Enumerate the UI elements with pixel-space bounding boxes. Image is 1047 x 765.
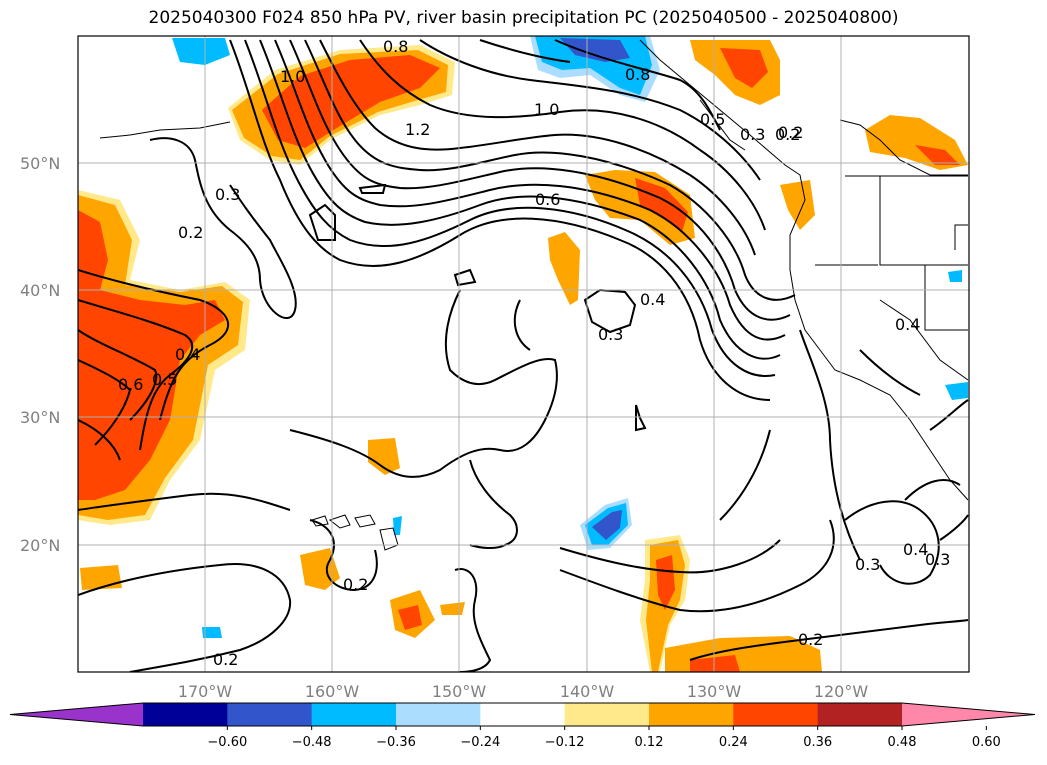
shade-sw-1: [80, 565, 122, 590]
shade-e-red: [915, 145, 960, 165]
shade-blue-top-3: [560, 38, 630, 62]
colorbar-tick-label: 0.60: [972, 735, 1001, 750]
lat-labels: 50°N 40°N 30°N 20°N: [20, 154, 60, 555]
contour-label: 0.8: [625, 65, 650, 84]
colorbar: −0.60 −0.48 −0.36 −0.24 −0.12 0.12 0.24 0.36 0.4…: [9, 702, 1036, 750]
colorbar-tick-label: 0.24: [719, 735, 748, 750]
contour-label: 0.3: [855, 555, 880, 574]
contour-label: 0.4: [175, 345, 200, 364]
colorbar-tick-label: −0.12: [545, 735, 585, 750]
lon-labels: 170°W 160°W 150°W 140°W 130°W 120°W: [178, 682, 869, 701]
lon-label-130w: 130°W: [687, 682, 742, 701]
contour-label: 1.2: [405, 120, 430, 139]
shade-s-red: [656, 555, 675, 610]
contour-label: 0.8: [383, 37, 408, 56]
contour-label: 0.6: [535, 190, 560, 209]
shade-west-red: [78, 210, 225, 500]
lat-label-20n: 20°N: [20, 536, 60, 555]
shade-blue-small: [202, 627, 222, 638]
contour-label: 0.3: [215, 185, 240, 204]
map-content: 1.0 0.8 1.0 1.2 0.8 0.3 0.2 0.6 0.4 0.3 …: [78, 36, 969, 672]
shade-mid-red: [635, 178, 688, 232]
colorbar-segment: [480, 703, 566, 726]
lat-label-50n: 50°N: [20, 154, 60, 173]
contour-label: 0.4: [903, 540, 928, 559]
contour-label: 0.2: [213, 650, 238, 669]
gridlines: [78, 36, 969, 672]
shade-hi-3r: [398, 605, 422, 630]
pv-contours: [78, 39, 969, 672]
contour-label: 1.0: [534, 100, 559, 119]
lon-label-170w: 170°W: [178, 682, 233, 701]
shade-blue-e: [945, 382, 968, 400]
contour-label: 0.6: [118, 375, 143, 394]
contour-labels: 1.0 0.8 1.0 1.2 0.8 0.3 0.2 0.6 0.4 0.3 …: [118, 37, 950, 669]
shade-blue-small2: [393, 516, 402, 535]
contour-label: 0.5: [700, 110, 725, 129]
shade-ne-red: [720, 48, 768, 88]
colorbar-tick-label: 0.36: [803, 735, 832, 750]
contour-label: 0.2: [343, 575, 368, 594]
coastlines: [99, 39, 969, 551]
lon-label-160w: 160°W: [305, 682, 360, 701]
colorbar-tick-label: −0.60: [207, 735, 247, 750]
shade-bottom-red: [690, 655, 740, 672]
precip-shading: [78, 36, 968, 672]
shade-wa: [780, 180, 815, 230]
colorbar-segment: [733, 703, 819, 726]
colorbar-extend-high: [902, 703, 1035, 726]
colorbar-outline: [9, 702, 1036, 727]
shade-hi-1: [368, 438, 400, 475]
contour-label: 0.2: [775, 125, 800, 144]
lon-label-140w: 140°W: [560, 682, 615, 701]
contour-label: 0.2: [798, 630, 823, 649]
contour-label: 0.3: [598, 325, 623, 344]
contour-label: 0.5: [152, 370, 177, 389]
colorbar-segment: [143, 703, 228, 726]
lon-label-150w: 150°W: [432, 682, 487, 701]
contour-label: 0.2: [778, 123, 803, 142]
colorbar-segment: [564, 703, 650, 726]
lat-label-40n: 40°N: [20, 281, 60, 300]
colorbar-segment: [396, 703, 481, 726]
colorbar-segment: [817, 703, 903, 726]
contour-label: 1.0: [280, 67, 305, 86]
colorbar-segment: [227, 703, 313, 726]
contour-label: 0.4: [640, 290, 665, 309]
contour-label: 0.4: [895, 315, 920, 334]
colorbar-tick-label: −0.48: [292, 735, 332, 750]
colorbar-segment: [649, 703, 734, 726]
shade-small-1: [548, 232, 580, 305]
colorbar-extend-low: [10, 703, 143, 726]
lat-label-30n: 30°N: [20, 408, 60, 427]
colorbar-segment: [311, 703, 397, 726]
shade-mid-orange: [585, 170, 695, 245]
contour-label: 0.2: [178, 223, 203, 242]
contour-label: 0.3: [740, 125, 765, 144]
colorbar-tick-label: 0.48: [888, 735, 917, 750]
colorbar-tick-label: 0.12: [635, 735, 664, 750]
map-frame: [77, 35, 970, 673]
colorbar-tick-label: −0.36: [376, 735, 416, 750]
shade-blue-nw: [172, 38, 230, 65]
shade-blue-sub-3: [592, 510, 622, 540]
shade-blue-e2: [948, 270, 962, 282]
colorbar-tick-label: −0.24: [460, 735, 500, 750]
contour-label: 0.3: [925, 550, 950, 569]
lon-label-120w: 120°W: [814, 682, 869, 701]
map-title: 2025040300 F024 850 hPa PV, river basin …: [148, 8, 899, 28]
